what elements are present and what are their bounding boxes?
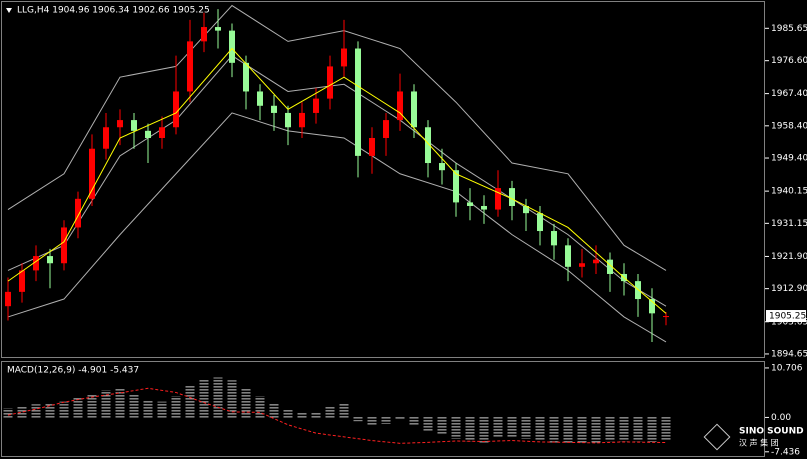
candle-body bbox=[89, 148, 95, 199]
candle-body bbox=[369, 137, 375, 156]
candle-body bbox=[201, 27, 207, 42]
bollinger-band bbox=[7, 55, 667, 307]
y-tick-label: 1912.90 bbox=[771, 284, 807, 294]
y-tick-label: 1931.15 bbox=[771, 219, 807, 229]
y-tick-label: 0.00 bbox=[771, 413, 791, 423]
candle-body bbox=[411, 91, 417, 128]
candle-body bbox=[537, 213, 543, 232]
candle-body bbox=[439, 163, 445, 171]
candle-body bbox=[593, 259, 599, 264]
watermark: SINO SOUND 汉 声 集 团 bbox=[703, 423, 804, 451]
candle-body bbox=[215, 27, 221, 31]
candle-body bbox=[313, 98, 319, 113]
candle-body bbox=[159, 127, 165, 138]
y-tick-label: 1903.65 bbox=[771, 317, 807, 327]
y-tick-label: 1921.90 bbox=[771, 252, 807, 262]
candle-body bbox=[327, 66, 333, 99]
macd-frame bbox=[1, 361, 765, 457]
logo bbox=[703, 423, 731, 451]
candle-body bbox=[131, 120, 137, 131]
candle-body bbox=[229, 30, 235, 63]
candle-body bbox=[383, 120, 389, 138]
candle-body bbox=[467, 202, 473, 206]
last-price-box bbox=[766, 310, 806, 323]
candle-body bbox=[663, 316, 669, 318]
candle-body bbox=[145, 130, 151, 138]
candle-body bbox=[117, 120, 123, 128]
y-tick-label: -7.436 bbox=[771, 447, 800, 457]
candle-body bbox=[103, 127, 109, 149]
candle-body bbox=[271, 105, 277, 113]
menu-arrow bbox=[6, 8, 12, 13]
signal-line bbox=[7, 387, 667, 444]
macd-title: MACD(12,26,9) -4.901 -5.437 bbox=[7, 366, 139, 376]
candle-body bbox=[481, 205, 487, 210]
candle-body bbox=[397, 91, 403, 121]
candle-body bbox=[173, 91, 179, 128]
y-tick-label: 10.706 bbox=[771, 363, 803, 373]
price-frame bbox=[1, 1, 765, 358]
y-tick-label: 1985.65 bbox=[771, 24, 807, 34]
candle-body bbox=[425, 127, 431, 164]
candle-body bbox=[257, 91, 263, 106]
watermark-brand: SINO SOUND bbox=[739, 427, 804, 437]
candle-body bbox=[33, 256, 39, 271]
candle-body bbox=[551, 231, 557, 246]
candle-body bbox=[61, 227, 67, 264]
y-tick-label: 1894.65 bbox=[771, 349, 807, 359]
candle-body bbox=[579, 263, 585, 267]
candle-body bbox=[285, 112, 291, 128]
candle-body bbox=[565, 245, 571, 267]
candle-body bbox=[5, 291, 11, 307]
watermark-subtitle: 汉 声 集 团 bbox=[739, 438, 779, 448]
candle-body bbox=[19, 270, 25, 292]
chart-title: LLG,H4 1904.96 1906.34 1902.66 1905.25 bbox=[17, 6, 210, 16]
candle-body bbox=[299, 112, 305, 128]
candle-body bbox=[523, 205, 529, 214]
candle-body bbox=[607, 259, 613, 274]
last-price: 1905.25 bbox=[769, 312, 806, 322]
y-tick-label: 1949.40 bbox=[771, 154, 807, 164]
y-tick-label: 1958.40 bbox=[771, 121, 807, 131]
candle-body bbox=[453, 170, 459, 203]
candle-body bbox=[509, 188, 515, 206]
candle-body bbox=[649, 299, 655, 314]
y-tick-label: 1967.40 bbox=[771, 89, 807, 99]
candle-body bbox=[341, 48, 347, 67]
moving-average bbox=[7, 47, 667, 314]
candle-body bbox=[495, 188, 501, 210]
y-tick-label: 1940.15 bbox=[771, 187, 807, 197]
candle-body bbox=[187, 41, 193, 92]
candle-body bbox=[355, 48, 361, 156]
candle-body bbox=[243, 62, 249, 92]
candle-body bbox=[75, 198, 81, 228]
candle-body bbox=[47, 256, 53, 264]
y-tick-label: 1976.60 bbox=[771, 56, 807, 66]
